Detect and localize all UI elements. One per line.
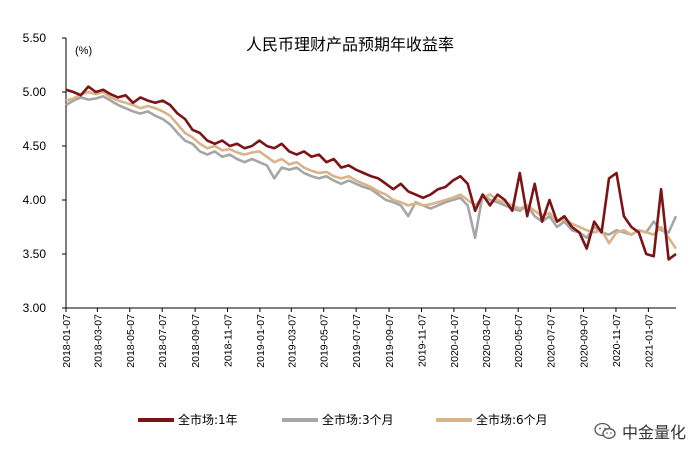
x-tick-label: 2021-01-07 [643,314,655,368]
x-tick-label: 2020-05-07 [513,314,525,368]
x-tick-label: 2020-01-07 [449,314,461,368]
series-line-0 [65,85,677,261]
y-tick-label: 4.00 [23,193,47,207]
x-tick-label: 2020-03-07 [481,314,493,368]
wechat-icon [594,422,616,439]
legend-label-2: 全市场:6个月 [476,412,548,427]
legend: 全市场:1年 全市场:3个月 全市场:6个月 [138,412,548,427]
y-axis-unit-label: (%) [75,45,92,57]
chart-title: 人民币理财产品预期年收益率 [246,35,454,54]
series-lines [65,85,678,261]
x-tick-label: 2019-05-07 [319,314,331,368]
x-tick-label: 2019-09-07 [384,314,396,368]
x-tick-label: 2020-07-07 [546,314,558,368]
y-tick-label: 3.50 [23,247,47,261]
y-tick-label: 3.00 [23,301,47,315]
x-tick-label: 2018-11-07 [223,314,235,367]
y-tick-label: 4.50 [23,139,47,153]
x-tick-label: 2018-01-07 [61,314,73,368]
x-tick-label: 2019-03-07 [286,314,298,368]
x-tick-label: 2019-01-07 [255,314,267,368]
x-axis-ticks: 2018-01-07 2018-03-07 2018-05-07 2018-07-07… [61,308,655,368]
y-tick-label: 5.50 [23,31,47,45]
x-tick-label: 2020-11-07 [611,314,623,367]
x-tick-label: 2020-09-07 [579,314,591,368]
series-line-1 [65,95,678,240]
x-tick-label: 2018-05-07 [125,314,137,368]
x-tick-label: 2018-07-07 [157,314,169,368]
y-tick-label: 5.00 [23,85,47,99]
x-tick-label: 2018-03-07 [92,314,104,368]
series-line-2 [65,90,678,250]
watermark: 中金量化 [594,419,686,443]
y-axis-ticks: 3.00 3.50 4.00 4.50 5.00 5.50 [23,31,66,315]
x-tick-label: 2019-07-07 [351,314,363,368]
legend-label-0: 全市场:1年 [178,412,238,427]
legend-label-1: 全市场:3个月 [322,412,394,427]
x-tick-label: 2019-11-07 [416,314,428,367]
watermark-text: 中金量化 [621,423,686,442]
x-tick-label: 2018-09-07 [190,314,202,368]
